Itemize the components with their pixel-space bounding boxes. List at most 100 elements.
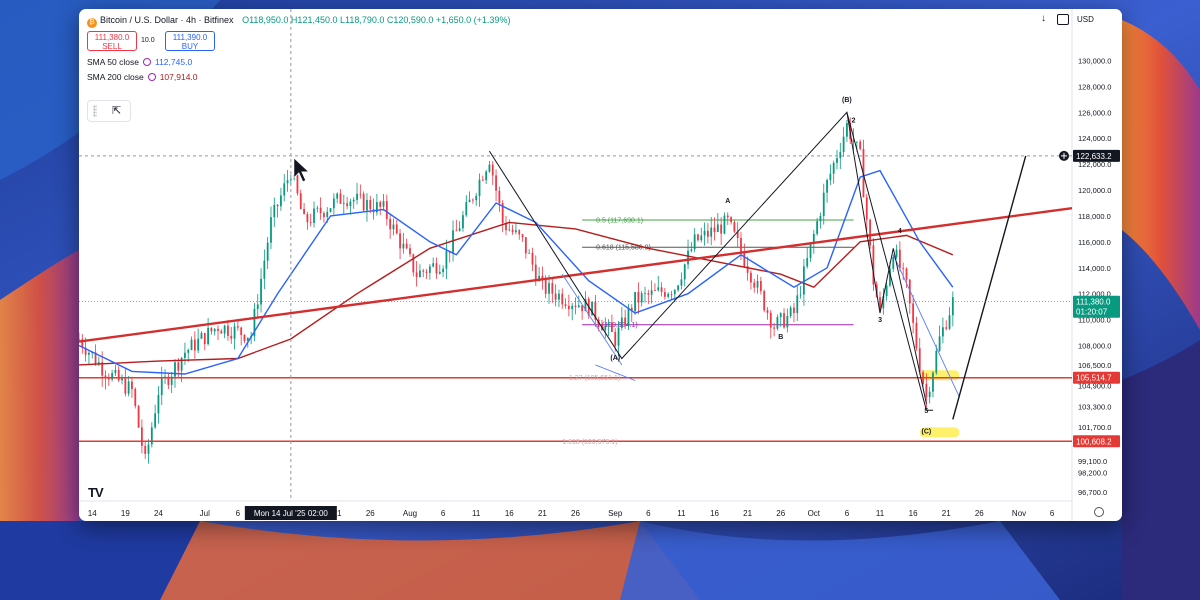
candle-body (614, 331, 617, 346)
candle-body (376, 202, 378, 213)
candle-body (491, 164, 494, 176)
sma50-legend[interactable]: SMA 50 close 112,745.0 (87, 57, 192, 67)
candle-body (409, 248, 411, 255)
channel-line (892, 254, 960, 398)
candle-body (428, 266, 431, 273)
candle-body (571, 305, 574, 310)
download-icon[interactable]: ↓ (1041, 13, 1046, 24)
chart-header: ₿ Bitcoin / U.S. Dollar · 4h · Bitfinex O… (87, 15, 510, 28)
sma200-line (79, 221, 954, 366)
candle-body (720, 224, 723, 234)
candle-body (296, 174, 299, 194)
candle-body (88, 352, 90, 355)
candle-body (687, 250, 689, 265)
candle-body (746, 266, 749, 273)
fib-level-label: 0.5 (117,690.1) (596, 217, 643, 224)
candle-body (673, 290, 676, 295)
candle-body (395, 224, 398, 234)
candle-body (415, 272, 418, 278)
candle-body (885, 285, 888, 297)
last-price-tag: 111,380.0 (1076, 298, 1111, 307)
candle-body (793, 307, 795, 313)
sma50-line (79, 169, 954, 375)
sell-button[interactable]: 111,380.0 SELL (87, 31, 137, 51)
x-tick-label: Sep (608, 509, 623, 518)
indicator-settings-icon[interactable] (142, 58, 151, 66)
indicator-settings-icon[interactable] (147, 73, 156, 81)
sma200-legend[interactable]: SMA 200 close 107,914.0 (87, 72, 198, 82)
candle-body (591, 301, 593, 316)
y-tick-label: 96,700.0 (1078, 488, 1107, 497)
candle-body (627, 307, 630, 326)
candle-body (319, 207, 322, 214)
wave-label: 3 (878, 317, 882, 324)
candle-body (750, 272, 752, 283)
settings-icon[interactable] (1094, 507, 1104, 517)
y-tick-label: 110,000.0 (1078, 316, 1111, 325)
candle-body (769, 312, 772, 328)
wave-label: (B) (842, 97, 852, 104)
candle-body (869, 219, 871, 246)
candle-body (908, 279, 911, 304)
support-price-tag-bg (1073, 435, 1120, 448)
candle-body (902, 268, 905, 270)
candle-body (114, 369, 117, 374)
candle-body (726, 215, 729, 218)
candle-body (243, 334, 246, 341)
candle-body (895, 249, 898, 257)
trend-line (79, 206, 1073, 343)
candle-body (170, 376, 173, 385)
candle-body (220, 330, 223, 334)
candle-body (442, 268, 444, 272)
candle-body (564, 304, 567, 306)
cursor-tool-icon[interactable]: ⇱ (112, 105, 122, 117)
candle-body (865, 197, 868, 220)
candle-body (872, 245, 875, 285)
candle-body (928, 391, 931, 398)
candle-body (303, 208, 305, 215)
candle-body (432, 263, 435, 267)
candle-body (832, 162, 835, 174)
candle-body (184, 352, 186, 358)
chart-window: 0.5 (117,690.1) 0.618 (115,586.9) 1 (109,6… (79, 9, 1122, 521)
candle-body (227, 325, 229, 336)
symbol-title[interactable]: Bitcoin / U.S. Dollar · 4h · Bitfinex (100, 15, 234, 25)
candle-body (366, 199, 368, 211)
candle-body (137, 405, 140, 428)
candle-body (111, 373, 113, 380)
candle-body (362, 193, 365, 211)
x-tick-label: 16 (505, 509, 514, 518)
candle-body (677, 285, 680, 291)
candle-body (253, 308, 256, 337)
candle-body (402, 243, 405, 249)
y-tick-label: 99,100.0 (1078, 457, 1107, 466)
y-tick-label: 128,000.0 (1078, 82, 1111, 91)
candle-body (270, 217, 272, 243)
candle-body (634, 291, 636, 312)
candle-body (352, 199, 355, 202)
candle-body (846, 123, 848, 137)
screenshot-icon[interactable] (1057, 14, 1069, 25)
candle-body (101, 362, 104, 376)
candle-body (511, 229, 514, 233)
candle-body (889, 268, 891, 286)
buy-button[interactable]: 111,390.0 BUY (165, 31, 215, 51)
currency-selector[interactable]: USD (1077, 15, 1094, 24)
candle-body (316, 207, 319, 209)
candle-body (190, 339, 193, 350)
candle-body (223, 325, 226, 334)
candle-body (230, 335, 233, 339)
candle-body (422, 270, 425, 272)
candle-body (945, 327, 948, 329)
candle-body (452, 230, 454, 253)
wave-label: (A) (610, 355, 620, 362)
drag-handle-icon[interactable] (93, 105, 97, 117)
fib-extension-label: 1.618 (100,575.1) (562, 439, 617, 446)
spread-value: 10.0 (141, 37, 155, 44)
candle-body (200, 333, 203, 339)
candle-body (299, 193, 302, 209)
candle-body (644, 293, 646, 295)
candle-body (140, 427, 143, 446)
candle-body (475, 195, 478, 201)
price-chart[interactable]: 0.5 (117,690.1) 0.618 (115,586.9) 1 (109,6… (79, 9, 1122, 521)
